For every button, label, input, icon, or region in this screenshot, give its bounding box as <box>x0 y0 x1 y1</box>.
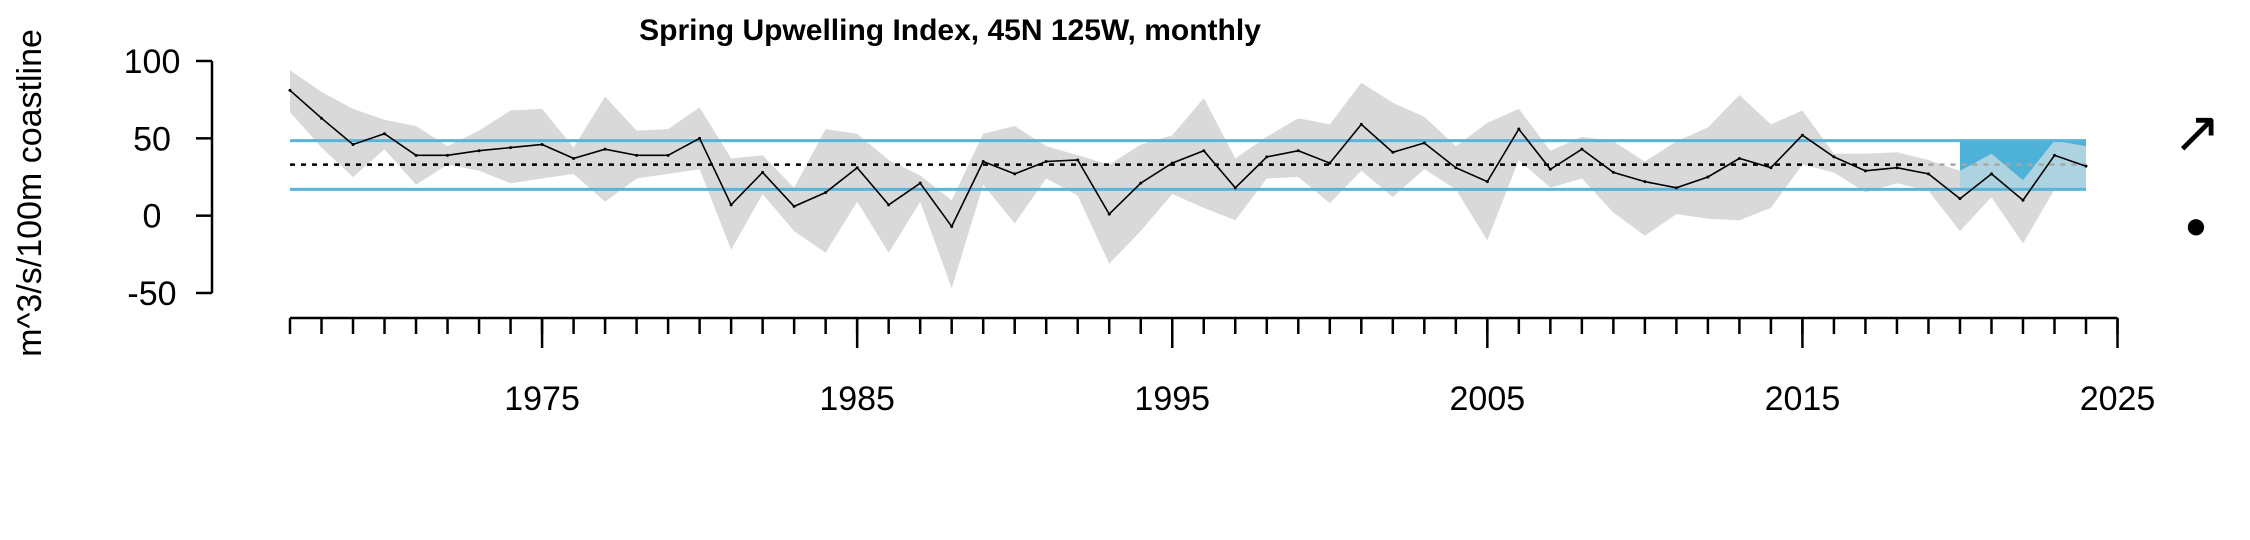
data-point <box>950 224 954 228</box>
data-point <box>1548 167 1552 171</box>
data-point <box>729 203 733 207</box>
data-point <box>1517 127 1521 131</box>
data-point <box>698 136 702 140</box>
data-point <box>1265 155 1269 159</box>
data-point <box>1107 212 1111 216</box>
data-point <box>1643 180 1647 184</box>
data-point <box>477 149 481 153</box>
data-point <box>1706 175 1710 179</box>
data-point <box>666 153 670 157</box>
series-line <box>289 89 2087 229</box>
data-point <box>1296 149 1300 153</box>
x-tick-label: 2015 <box>1765 380 1841 418</box>
y-axis: 100 50 0 -50 <box>124 43 214 313</box>
y-axis-label: m^3/s/100m coastline <box>11 29 49 357</box>
data-point <box>383 132 387 136</box>
data-point <box>1611 170 1615 174</box>
chart-title: Spring Upwelling Index, 45N 125W, monthl… <box>639 14 1261 47</box>
data-point <box>1989 172 1993 176</box>
data-point <box>1139 181 1143 185</box>
data-point <box>1454 166 1458 170</box>
data-point <box>1674 186 1678 190</box>
data-point <box>1800 133 1804 137</box>
data-point <box>1233 186 1237 190</box>
data-point <box>1202 149 1206 153</box>
data-point <box>1895 166 1899 170</box>
range-band <box>290 70 2086 289</box>
data-point <box>824 190 828 194</box>
data-point <box>320 116 324 120</box>
data-point <box>1328 161 1332 165</box>
data-point <box>1485 180 1489 184</box>
data-point <box>288 88 292 92</box>
data-point <box>792 204 796 208</box>
data-point <box>1580 147 1584 151</box>
data-point <box>1958 197 1962 201</box>
data-point <box>1926 172 1930 176</box>
y-tick-label: -50 <box>127 275 176 313</box>
data-point <box>572 156 576 160</box>
data-point <box>1076 158 1080 162</box>
data-point <box>414 153 418 157</box>
data-point <box>981 160 985 164</box>
data-point <box>540 143 544 147</box>
x-axis: 1975 1985 1995 2005 2015 2025 <box>288 316 2156 418</box>
data-point <box>1737 156 1741 160</box>
y-tick-label: 50 <box>133 120 171 158</box>
plot-area <box>288 70 2088 289</box>
data-point <box>2021 198 2025 202</box>
recent-window-shading <box>1959 140 2086 190</box>
data-point <box>1769 166 1773 170</box>
data-point <box>635 153 639 157</box>
data-point <box>1359 122 1363 126</box>
data-point <box>1422 141 1426 145</box>
x-tick-label: 2025 <box>2080 380 2156 418</box>
mean-indicator-icon: ● <box>2185 205 2208 247</box>
data-point <box>1013 172 1017 176</box>
x-tick-label: 2005 <box>1450 380 1526 418</box>
y-tick-label: 100 <box>124 43 181 81</box>
data-point <box>446 153 450 157</box>
x-tick-label: 1995 <box>1134 380 1210 418</box>
data-point <box>761 170 765 174</box>
recent-window-band <box>1959 140 2086 190</box>
data-point <box>1832 155 1836 159</box>
x-tick-label: 1975 <box>504 380 580 418</box>
data-point <box>1044 160 1048 164</box>
data-point <box>603 147 607 151</box>
data-point <box>1863 169 1867 173</box>
data-point <box>2084 164 2088 168</box>
y-tick-label: 0 <box>143 198 162 236</box>
data-point <box>351 143 355 147</box>
data-point <box>855 166 859 170</box>
x-tick-label: 1985 <box>819 380 895 418</box>
data-point <box>1170 161 1174 165</box>
data-point <box>918 181 922 185</box>
trend-arrow-icon: ↗ <box>2173 100 2222 165</box>
data-points <box>288 88 2088 228</box>
data-point <box>2052 153 2056 157</box>
data-point <box>509 146 513 150</box>
data-point <box>1391 150 1395 154</box>
data-point <box>887 203 891 207</box>
